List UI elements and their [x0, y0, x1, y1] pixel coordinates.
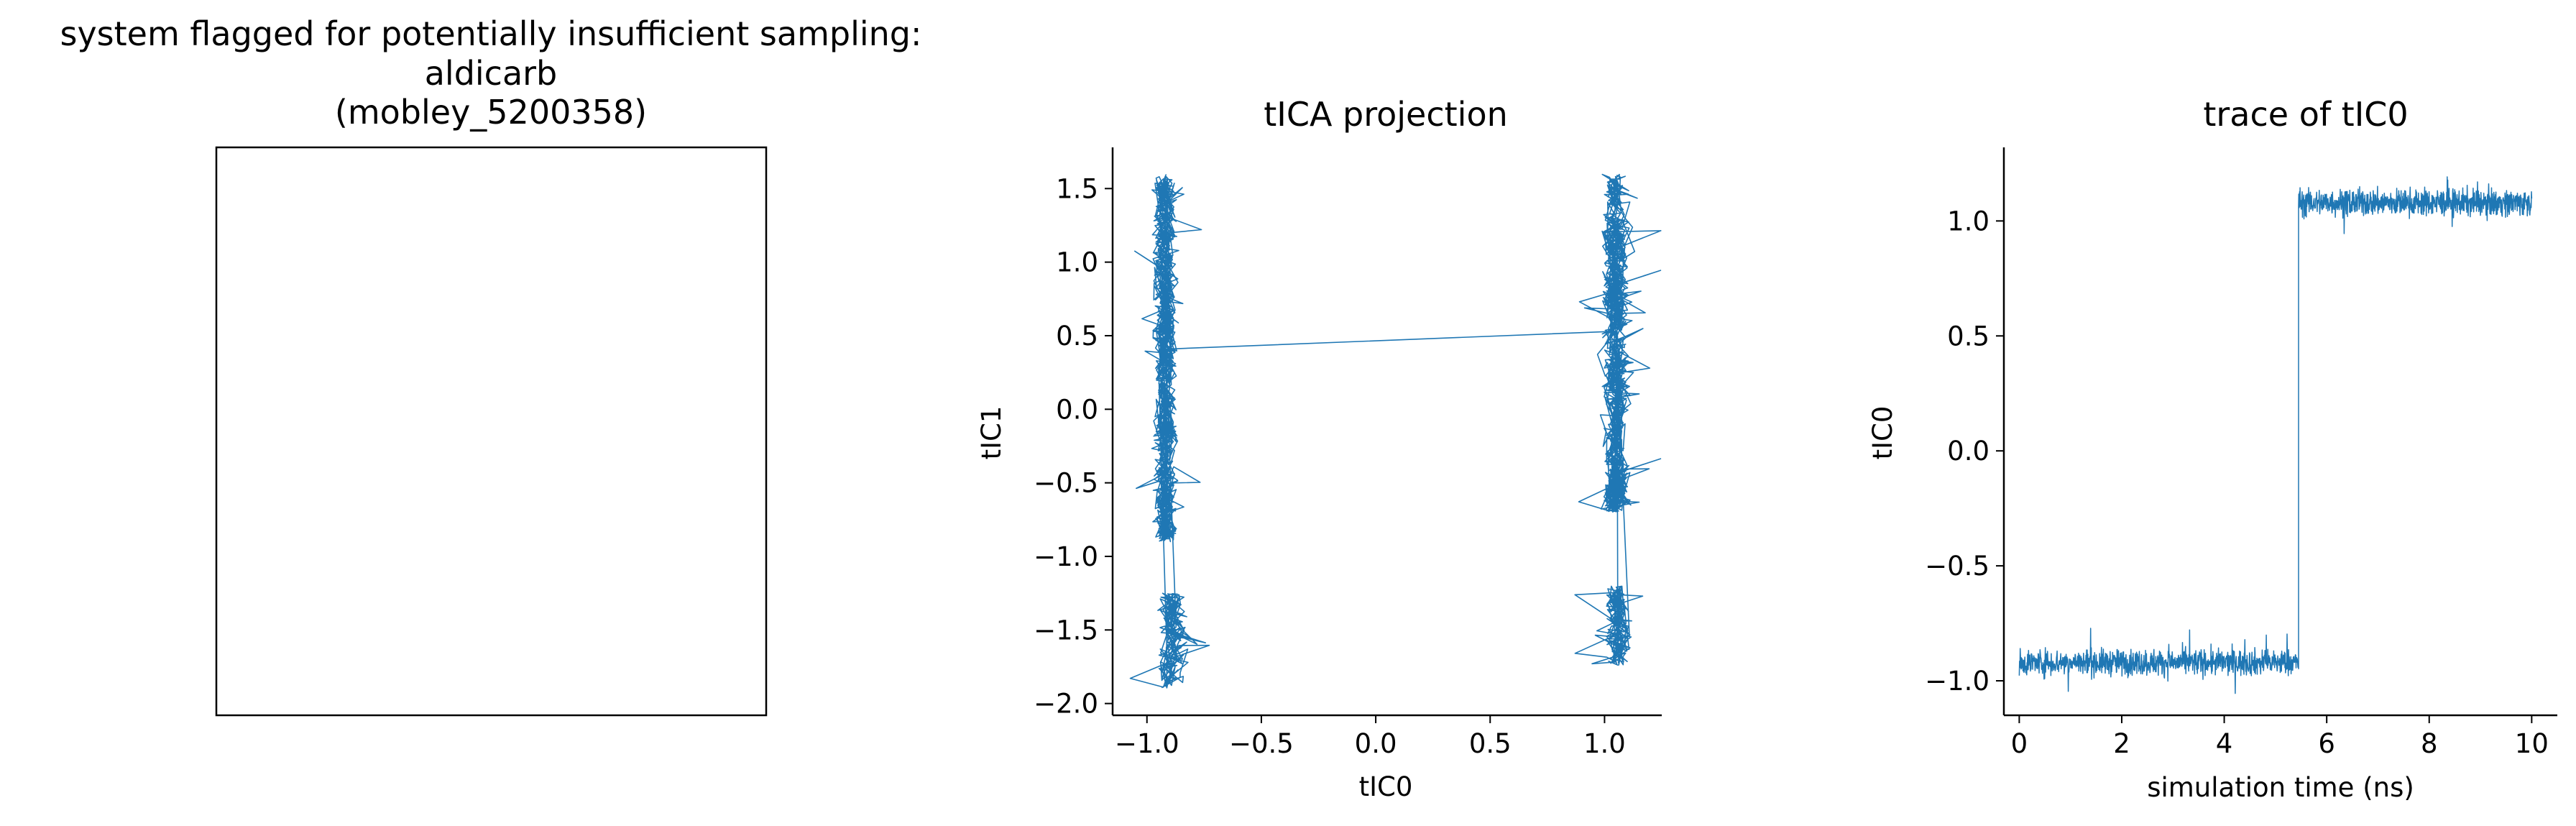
y-tick-label: −2.0: [1034, 689, 1098, 720]
tica-trajectory-line: [1129, 173, 1662, 689]
x-tick-label: 0.0: [1355, 728, 1397, 759]
y-tick-label: 1.5: [1056, 173, 1098, 204]
y-tick-label: −0.5: [1925, 551, 1990, 582]
tic0-trace-line: [2018, 176, 2533, 694]
y-tick-label: −1.5: [1034, 615, 1098, 646]
y-tick-label: −1.0: [1034, 541, 1098, 572]
y-tick-label: 1.0: [1056, 247, 1098, 278]
y-tick-label: 0.5: [1947, 321, 1990, 352]
panel-molecule-title-line-3: (mobley_5200358): [335, 93, 647, 132]
molecule-image-frame: [215, 146, 768, 717]
panel-tica-projection: tICA projection −1.0 −0.5 0.0 0.5 1.0−2.0−1.…: [976, 95, 1662, 802]
x-tick-label: 0: [2011, 728, 2028, 759]
y-tick-label: −1.0: [1925, 666, 1990, 697]
y-tick-label: 0.0: [1947, 436, 1990, 467]
x-tick-label: −1.0: [1115, 728, 1179, 759]
axes: 0 2 4 6 8 10 −1.0 −0.5 0.0 0.5 1.0: [1925, 147, 2557, 759]
panel-molecule: system flagged for potentially insuffici…: [60, 14, 922, 717]
x-tick-label: 1.0: [1583, 728, 1626, 759]
plot-area: [1129, 173, 1662, 689]
axes: −1.0 −0.5 0.0 0.5 1.0 −2.0 −1.5 −1.0 −0.5 0.0 0.5 1…: [1034, 147, 1662, 759]
x-tick-label: 2: [2113, 728, 2130, 759]
y-axis-label: tIC0: [1867, 406, 1898, 460]
x-tick-label: 10: [2515, 728, 2549, 759]
panel-molecule-title-line-2: aldicarb: [425, 54, 558, 93]
panel-trace: trace of tIC0 0 2 4 6 8 10 −1.0 −0.5 0.0 0.5 1.0 s…: [1867, 95, 2557, 803]
y-tick-label: −0.5: [1034, 468, 1098, 499]
chart-title: tICA projection: [1264, 95, 1508, 134]
x-tick-label: 4: [2216, 728, 2233, 759]
x-tick-label: −0.5: [1229, 728, 1294, 759]
plot-area: [2018, 176, 2533, 694]
x-axis-label: tIC0: [1359, 771, 1413, 802]
y-axis-label: tIC1: [976, 406, 1007, 460]
y-tick-label: 1.0: [1947, 206, 1990, 237]
y-tick-label: 0.0: [1056, 394, 1098, 425]
x-tick-label: 0.5: [1469, 728, 1512, 759]
x-tick-label: 8: [2421, 728, 2438, 759]
y-tick-label: 0.5: [1056, 321, 1098, 352]
chart-title: trace of tIC0: [2203, 95, 2408, 134]
panel-molecule-title-line-1: system flagged for potentially insuffici…: [60, 14, 921, 53]
x-tick-label: 6: [2318, 728, 2335, 759]
x-axis-label: simulation time (ns): [2147, 772, 2414, 803]
